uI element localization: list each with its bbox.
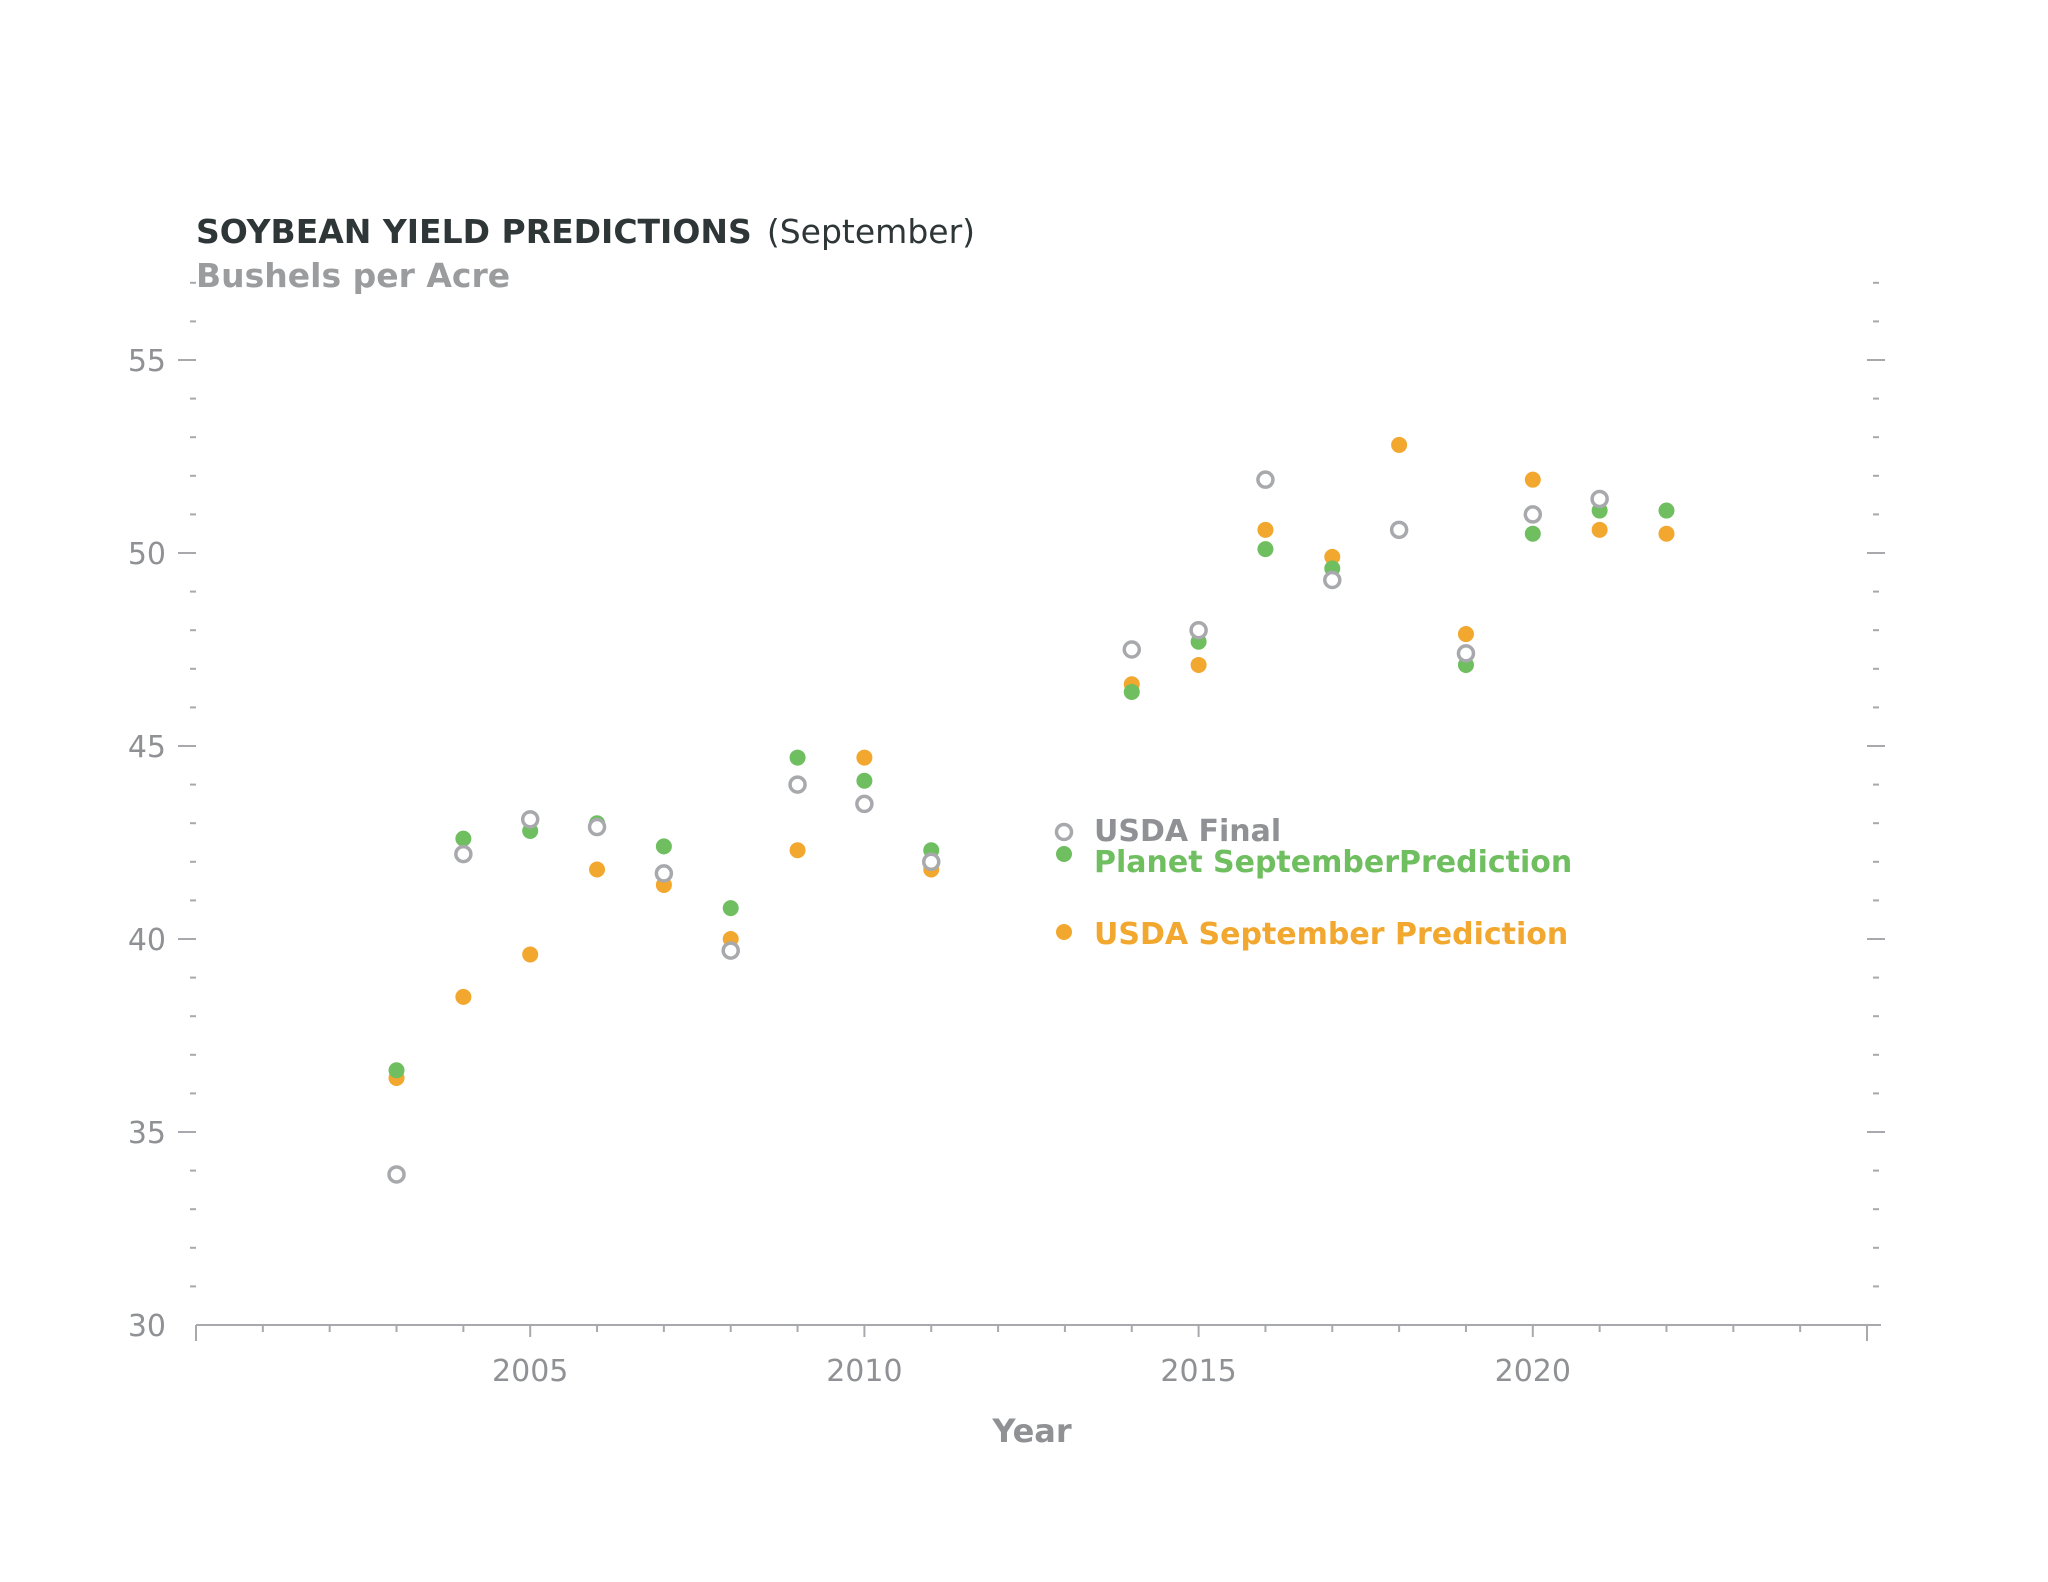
data-point-planet-septemberprediction [1524, 525, 1541, 542]
legend-label: Planet SeptemberPrediction [1094, 845, 1572, 880]
data-point-usda-final [1323, 570, 1342, 590]
data-point-usda-final [788, 775, 807, 794]
data-point-planet-septemberprediction [388, 1062, 405, 1079]
x-axis-title: Year [991, 1412, 1072, 1450]
x-tick-label: 2015 [1160, 1354, 1236, 1389]
data-point-usda-september-prediction [1658, 525, 1675, 542]
legend-marker [1054, 822, 1074, 842]
data-point-usda-september-prediction [1257, 521, 1274, 538]
chart-title-main: SOYBEAN YIELD PREDICTIONS [196, 212, 752, 251]
data-point-planet-septemberprediction [655, 838, 672, 855]
data-point-usda-final [454, 844, 473, 864]
legend-label: USDA Final [1094, 814, 1281, 849]
data-point-usda-final [921, 852, 941, 872]
data-point-usda-final [721, 941, 740, 960]
data-point-usda-september-prediction [1591, 521, 1608, 538]
data-point-usda-september-prediction [1190, 656, 1207, 673]
data-point-usda-final [1256, 470, 1275, 489]
legend-marker [1056, 924, 1072, 940]
data-point-usda-final [1122, 640, 1142, 659]
data-point-usda-september-prediction [856, 749, 873, 766]
data-point-usda-september-prediction [1391, 436, 1408, 453]
data-point-planet-septemberprediction [1123, 683, 1140, 700]
data-point-usda-final [520, 810, 540, 829]
data-point-usda-september-prediction [589, 861, 606, 878]
data-point-planet-septemberprediction [789, 749, 806, 766]
data-point-planet-septemberprediction [455, 830, 472, 847]
data-points [387, 436, 1675, 1184]
y-tick-label: 40 [128, 923, 166, 958]
y-tick-label: 35 [128, 1116, 166, 1151]
data-point-usda-september-prediction [455, 988, 472, 1005]
x-tick-label: 2005 [492, 1354, 568, 1389]
chart-title: SOYBEAN YIELD PREDICTIONS (September) [196, 212, 975, 251]
data-point-usda-september-prediction [789, 842, 806, 859]
x-tick-label: 2010 [826, 1354, 902, 1389]
data-point-planet-septemberprediction [1658, 502, 1675, 519]
data-point-usda-final [387, 1165, 406, 1184]
data-point-usda-september-prediction [522, 946, 539, 963]
y-tick-label: 45 [128, 730, 166, 765]
data-point-usda-final [1189, 620, 1208, 640]
data-point-usda-final [587, 817, 607, 837]
y-tick-label: 55 [128, 344, 166, 379]
data-point-planet-septemberprediction [722, 900, 739, 917]
legend-label: USDA September Prediction [1094, 917, 1568, 952]
data-point-usda-final [1523, 505, 1543, 524]
chart-title-suffix: (September) [767, 212, 975, 251]
data-point-usda-september-prediction [1324, 548, 1341, 565]
data-point-planet-septemberprediction [856, 772, 873, 789]
data-point-usda-september-prediction [1457, 626, 1474, 643]
y-tick-label: 30 [128, 1309, 166, 1344]
data-point-planet-septemberprediction [1257, 541, 1274, 558]
y-tick-label: 50 [128, 537, 166, 572]
legend-marker [1056, 846, 1072, 862]
axes: 2005 2010 2015 2020 30 35 40 45 50 55 [128, 281, 1885, 1389]
chart-subtitle: Bushels per Acre [196, 256, 510, 295]
data-point-usda-final [654, 864, 674, 883]
data-point-usda-final [1456, 644, 1476, 663]
data-point-usda-final [1590, 489, 1609, 509]
x-tick-label: 2020 [1495, 1354, 1571, 1389]
data-point-usda-final [1389, 520, 1409, 540]
data-point-usda-final [855, 794, 874, 814]
data-point-usda-september-prediction [1524, 471, 1541, 488]
